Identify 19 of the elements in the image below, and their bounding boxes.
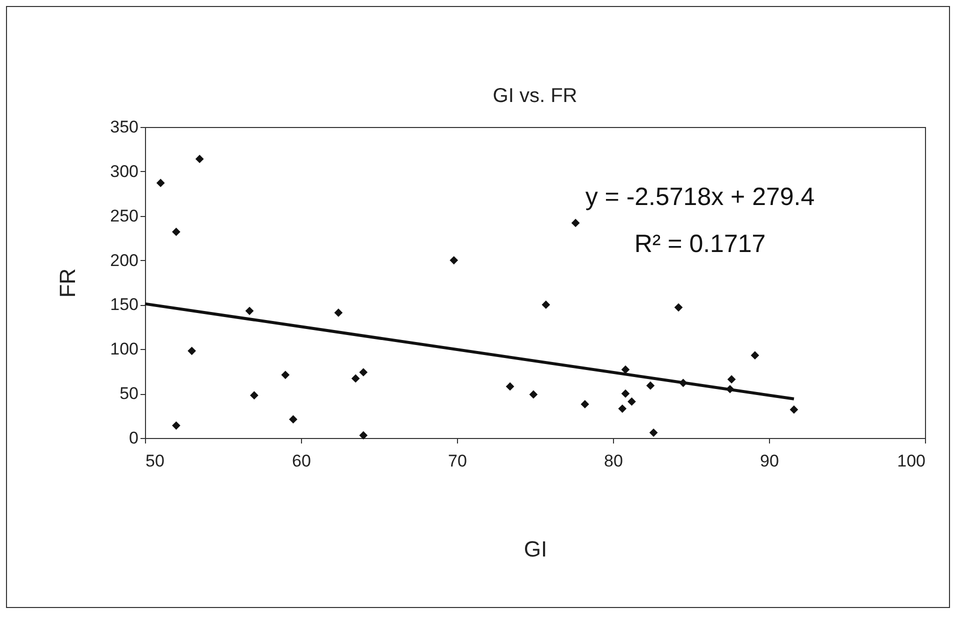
y-axis-title: FR [55,268,80,298]
x-tick-label: 100 [897,452,926,470]
annotation: y = -2.5718x + 279.4 [585,183,815,211]
x-tick-label: 90 [760,452,779,470]
x-axis-title: GI [524,536,548,562]
y-tick-label: 250 [110,206,138,226]
x-tick-label: 80 [604,452,623,470]
y-tick-label: 50 [120,384,138,404]
x-tick-label: 60 [292,452,311,470]
x-tick-label: 50 [146,452,164,470]
y-tick-label: 300 [110,162,138,181]
chart-title: GI vs. FR [492,85,578,107]
y-tick-label: 350 [110,118,138,136]
x-tick-label: 70 [448,452,467,470]
y-tick-label: 150 [110,295,138,314]
annotation: R² = 0.1717 [634,230,766,258]
y-tick-label: 200 [110,250,138,270]
y-tick-label: 100 [110,340,138,359]
y-tick-label: 0 [129,428,138,448]
